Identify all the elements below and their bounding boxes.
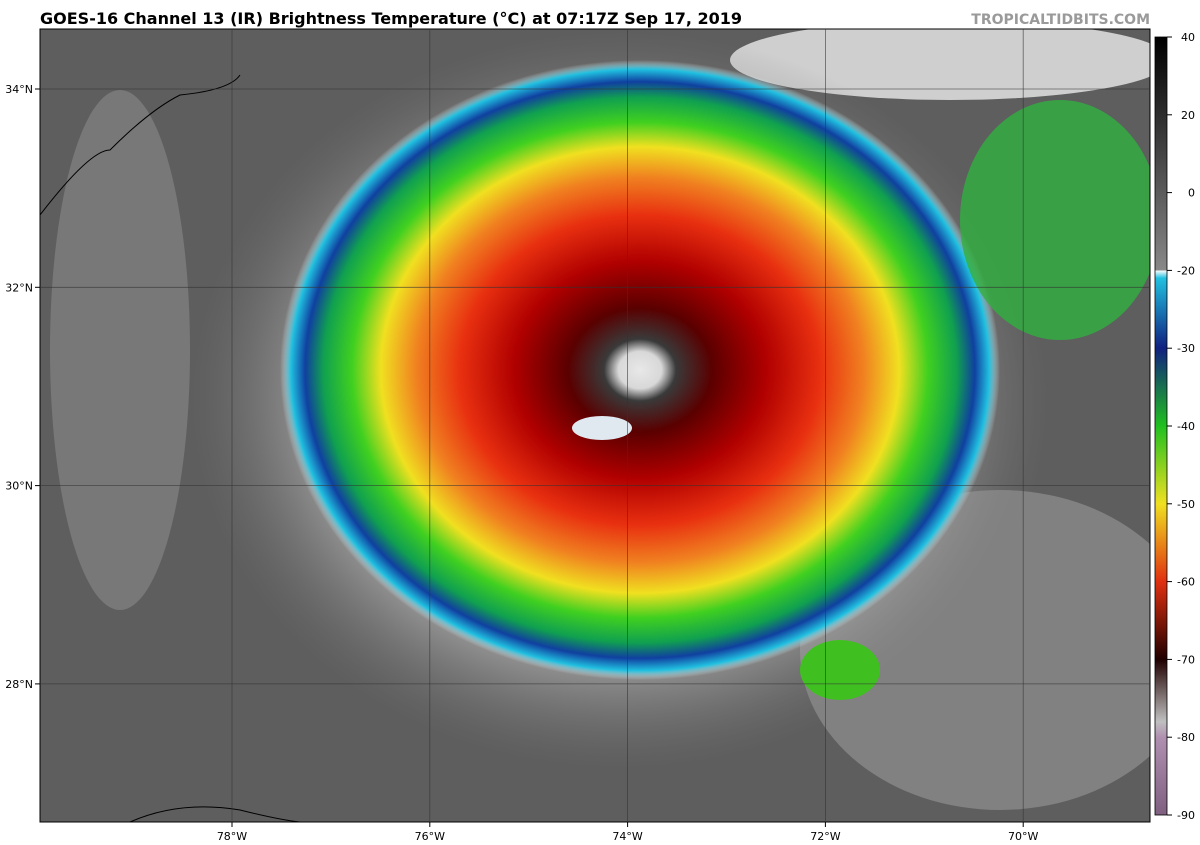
colorbar-tick-label: -70 [1177,653,1195,666]
lon-label: 70°W [1008,830,1038,843]
watermark: TROPICALTIDBITS.COM [971,12,1150,28]
colorbar-tick-label: -60 [1177,576,1195,589]
lat-label: 32°N [5,281,33,294]
colorbar-tick-label: 0 [1188,187,1195,200]
lat-label: 30°N [5,480,33,493]
satellite-image [40,29,1150,822]
colorbar-tick-label: 40 [1181,31,1195,44]
colorbar [1154,36,1168,816]
title: GOES-16 Channel 13 (IR) Brightness Tempe… [40,9,742,28]
colorbar-tick-label: -40 [1177,420,1195,433]
lat-label: 28°N [5,678,33,691]
colorbar-tick-label: -20 [1177,264,1195,277]
lon-label: 72°W [810,830,840,843]
colorbar-tick-label: -50 [1177,498,1195,511]
colorbar-tick-label: -30 [1177,342,1195,355]
lon-label: 78°W [217,830,247,843]
colorbar-tick-label: 20 [1181,109,1195,122]
colorbar-tick-label: -80 [1177,731,1195,744]
lat-label: 34°N [5,83,33,96]
lon-label: 74°W [612,830,642,843]
lon-label: 76°W [415,830,445,843]
colorbar-tick-label: -90 [1177,809,1195,822]
